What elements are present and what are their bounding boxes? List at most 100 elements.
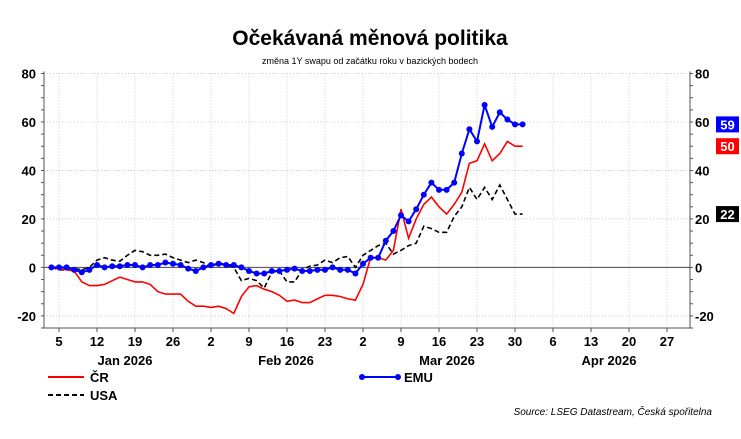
legend-label-emu: EMU: [404, 370, 433, 385]
y-tick-label-left: 60: [22, 115, 36, 130]
source-note: Source: LSEG Datastream, Česká spořiteln…: [514, 405, 713, 418]
data-point-emu: [481, 102, 488, 109]
data-point-emu: [344, 266, 351, 273]
x-tick-label: 6: [549, 334, 556, 349]
y-tick-label-right: 40: [695, 163, 709, 178]
data-point-emu: [466, 126, 473, 133]
data-point-emu: [337, 266, 344, 273]
data-point-emu: [246, 268, 252, 275]
data-point-emu: [261, 270, 268, 277]
axes: 80 80 60 60 40 40 20 20 0 0 -20 -20 5 12 19 26 2 9 16 23 2 9 1…: [17, 67, 714, 369]
y-tick-label-right: 0: [695, 260, 702, 275]
data-point-emu: [94, 261, 100, 268]
data-point-emu: [413, 206, 420, 213]
data-point-emu: [474, 138, 480, 145]
data-point-emu: [489, 123, 496, 130]
y-tick-label-right: -20: [695, 309, 714, 324]
y-tick-label-left: 80: [22, 67, 36, 82]
data-point-emu: [177, 261, 184, 268]
data-point-emu: [56, 264, 62, 271]
y-tick-label-left: -20: [17, 309, 36, 324]
x-tick-label: 2: [359, 334, 366, 349]
end-label-box-emu: [716, 116, 739, 133]
legend-marker: [359, 374, 365, 380]
data-point-emu: [382, 237, 389, 244]
data-point-emu: [71, 266, 78, 273]
data-point-emu: [63, 264, 70, 271]
data-point-emu: [314, 266, 321, 273]
data-point-emu: [291, 265, 298, 272]
x-tick-label: 19: [128, 334, 142, 349]
data-point-emu: [436, 186, 442, 193]
series-line-čr: [51, 140, 523, 315]
data-point-emu: [496, 109, 503, 116]
x-month-label: Jan 2026: [98, 353, 153, 368]
data-point-emu: [101, 264, 108, 271]
x-tick-label: 27: [660, 334, 674, 349]
x-tick-label: 16: [432, 334, 446, 349]
data-point-emu: [109, 263, 116, 270]
data-point-emu: [322, 266, 328, 273]
legend-label-čr: ČR: [90, 370, 109, 385]
x-month-label: Apr 2026: [582, 353, 637, 368]
x-tick-label: 5: [55, 334, 62, 349]
x-tick-label: 13: [584, 334, 598, 349]
x-tick-label: 12: [90, 334, 104, 349]
data-point-emu: [299, 268, 306, 275]
data-point-emu: [405, 218, 412, 225]
data-point-emu: [230, 261, 237, 268]
data-point-emu: [124, 261, 131, 268]
end-label-čr: 50: [720, 139, 734, 154]
y-tick-label-left: 0: [29, 260, 36, 275]
x-tick-label: 30: [508, 334, 522, 349]
data-point-emu: [170, 260, 176, 267]
grid: [44, 73, 690, 328]
data-point-emu: [78, 269, 85, 276]
data-point-emu: [306, 268, 313, 275]
data-point-emu: [192, 268, 199, 275]
data-point-emu: [428, 179, 435, 186]
data-point-emu: [375, 254, 382, 261]
data-point-emu: [200, 264, 207, 271]
legend-marker: [395, 374, 401, 380]
chart-title: Očekávaná měnová politika: [232, 27, 508, 50]
data-point-emu: [154, 261, 161, 268]
data-point-emu: [519, 121, 526, 128]
x-tick-label: 20: [622, 334, 636, 349]
data-point-emu: [329, 264, 336, 271]
data-point-emu: [276, 268, 283, 275]
data-point-emu: [139, 264, 146, 271]
data-point-emu: [451, 179, 458, 186]
y-tick-label-left: 20: [22, 212, 36, 227]
end-label-emu: 59: [720, 117, 734, 132]
data-point-emu: [147, 261, 154, 268]
data-point-emu: [360, 260, 366, 267]
data-point-emu: [253, 270, 260, 277]
x-month-label: Feb 2026: [258, 353, 314, 368]
y-tick-label-right: 20: [695, 212, 709, 227]
data-point-emu: [185, 265, 192, 272]
data-point-emu: [268, 268, 275, 275]
legend-label-usa: USA: [90, 388, 118, 403]
data-point-emu: [504, 116, 511, 123]
chart-subtitle: změna 1Y swapu od začátku roku v bazický…: [262, 56, 478, 66]
data-point-emu: [208, 261, 214, 268]
y-tick-label-right: 60: [695, 115, 709, 130]
data-point-emu: [116, 263, 123, 270]
end-label-box-usa: [716, 206, 739, 223]
data-point-emu: [48, 264, 55, 271]
data-point-emu: [420, 191, 427, 198]
x-tick-label: 9: [245, 334, 252, 349]
legend: ČR EMU USA: [48, 370, 433, 403]
data-point-emu: [352, 270, 359, 277]
data-point-emu: [512, 121, 518, 128]
data-point-emu: [215, 260, 222, 267]
data-point-emu: [284, 266, 290, 273]
x-tick-label: 9: [397, 334, 404, 349]
data-point-emu: [443, 186, 450, 193]
end-label-box-čr: [716, 138, 739, 155]
end-label-usa: 22: [720, 207, 734, 222]
data-point-emu: [398, 212, 404, 219]
x-tick-label: 23: [318, 334, 332, 349]
